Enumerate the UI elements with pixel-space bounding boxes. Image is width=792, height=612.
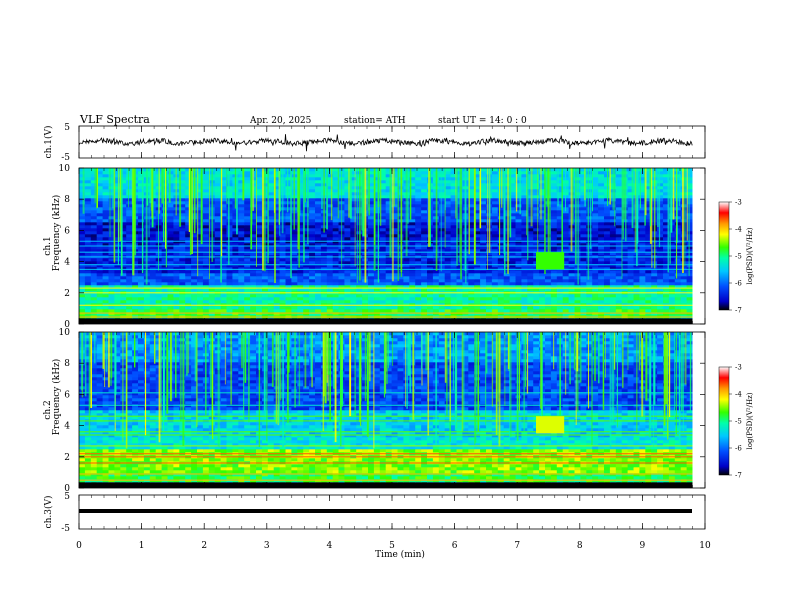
ytick-label: 0 <box>64 320 70 330</box>
minor-ticks <box>78 126 706 529</box>
ytick-label: 2 <box>64 453 70 463</box>
ytick-label: 10 <box>59 328 71 338</box>
ytick-bottom: -5 <box>61 153 70 163</box>
colorbar-gradient <box>718 366 730 476</box>
colorbar-tick-label: -7 <box>735 472 742 480</box>
xtick-label: 9 <box>640 541 646 551</box>
station-label: station= ATH <box>344 116 406 126</box>
xtick-label: 3 <box>264 541 270 551</box>
ytick-label: 2 <box>64 289 70 299</box>
colorbar-tick-label: -5 <box>735 418 742 426</box>
xtick-label: 1 <box>139 541 145 551</box>
y-axis-label-frequency: Frequency (kHz) <box>51 195 62 272</box>
ytick-label: 8 <box>64 359 70 369</box>
ytick-top: 5 <box>64 492 70 502</box>
y-axis-label-channel: ch.1 <box>43 236 53 255</box>
colorbar-tick-label: -4 <box>735 226 742 234</box>
ytick-label: 8 <box>64 195 70 205</box>
colorbar-label: log(PSD)(V²/Hz) <box>746 392 754 449</box>
xtick-label: 7 <box>514 541 520 551</box>
waveform-trace <box>79 509 692 513</box>
xtick-label: 4 <box>327 541 333 551</box>
waveform-panel-ch3: 5 -5 ch.3(V) <box>43 492 706 534</box>
xtick-label: 5 <box>389 541 395 551</box>
y-axis-label: ch.3(V) <box>43 496 54 529</box>
xtick-label: 0 <box>76 541 82 551</box>
waveform-trace <box>79 134 693 152</box>
ytick-label: 4 <box>64 422 70 432</box>
xtick-label: 2 <box>201 541 207 551</box>
y-axis-label-channel: ch.2 <box>43 400 53 419</box>
colorbar-label: log(PSD)(V²/Hz) <box>746 227 754 284</box>
xtick-label: 8 <box>577 541 583 551</box>
xtick-label: 10 <box>699 541 711 551</box>
colorbar-tick-label: -6 <box>735 445 742 453</box>
xtick-label: 6 <box>452 541 458 551</box>
colorbar-gradient <box>718 201 730 311</box>
x-axis-label: Time (min) <box>375 549 425 560</box>
ytick-bottom: -5 <box>61 524 70 534</box>
figure-title: VLF Spectra <box>79 113 150 126</box>
colorbar-ch1: -3 -4 -5 -6 -7 log(PSD)(V²/Hz) <box>718 199 754 315</box>
y-axis-label-frequency: Frequency (kHz) <box>51 359 62 436</box>
ytick-label: 6 <box>64 226 70 236</box>
date-label: Apr. 20, 2025 <box>249 116 312 126</box>
colorbar-tick-label: -3 <box>735 364 742 372</box>
colorbar-tick-label: -3 <box>735 199 742 207</box>
spectrogram-panel-ch1: 0 2 4 6 8 10 ch.1 Frequency (kHz) <box>43 164 706 330</box>
colorbar-tick-label: -5 <box>735 253 742 261</box>
ytick-label: 6 <box>64 390 70 400</box>
ytick-label: 10 <box>59 164 71 174</box>
start-time-label: start UT = 14: 0 : 0 <box>438 116 527 126</box>
y-axis-label: ch.1(V) <box>43 126 54 159</box>
colorbar-ch2: -3 -4 -5 -6 -7 log(PSD)(V²/Hz) <box>718 364 754 480</box>
spectrogram-panel-ch2: 0 2 4 6 8 10 ch.2 Frequency (kHz) <box>43 328 706 494</box>
ytick-label: 4 <box>64 258 70 268</box>
ytick-top: 5 <box>64 123 70 133</box>
waveform-panel-ch1: 5 -5 ch.1(V) <box>43 123 706 163</box>
colorbar-tick-label: -6 <box>735 280 742 288</box>
ytick-label: 0 <box>64 484 70 494</box>
colorbar-tick-label: -7 <box>735 307 742 315</box>
colorbar-tick-label: -4 <box>735 391 742 399</box>
